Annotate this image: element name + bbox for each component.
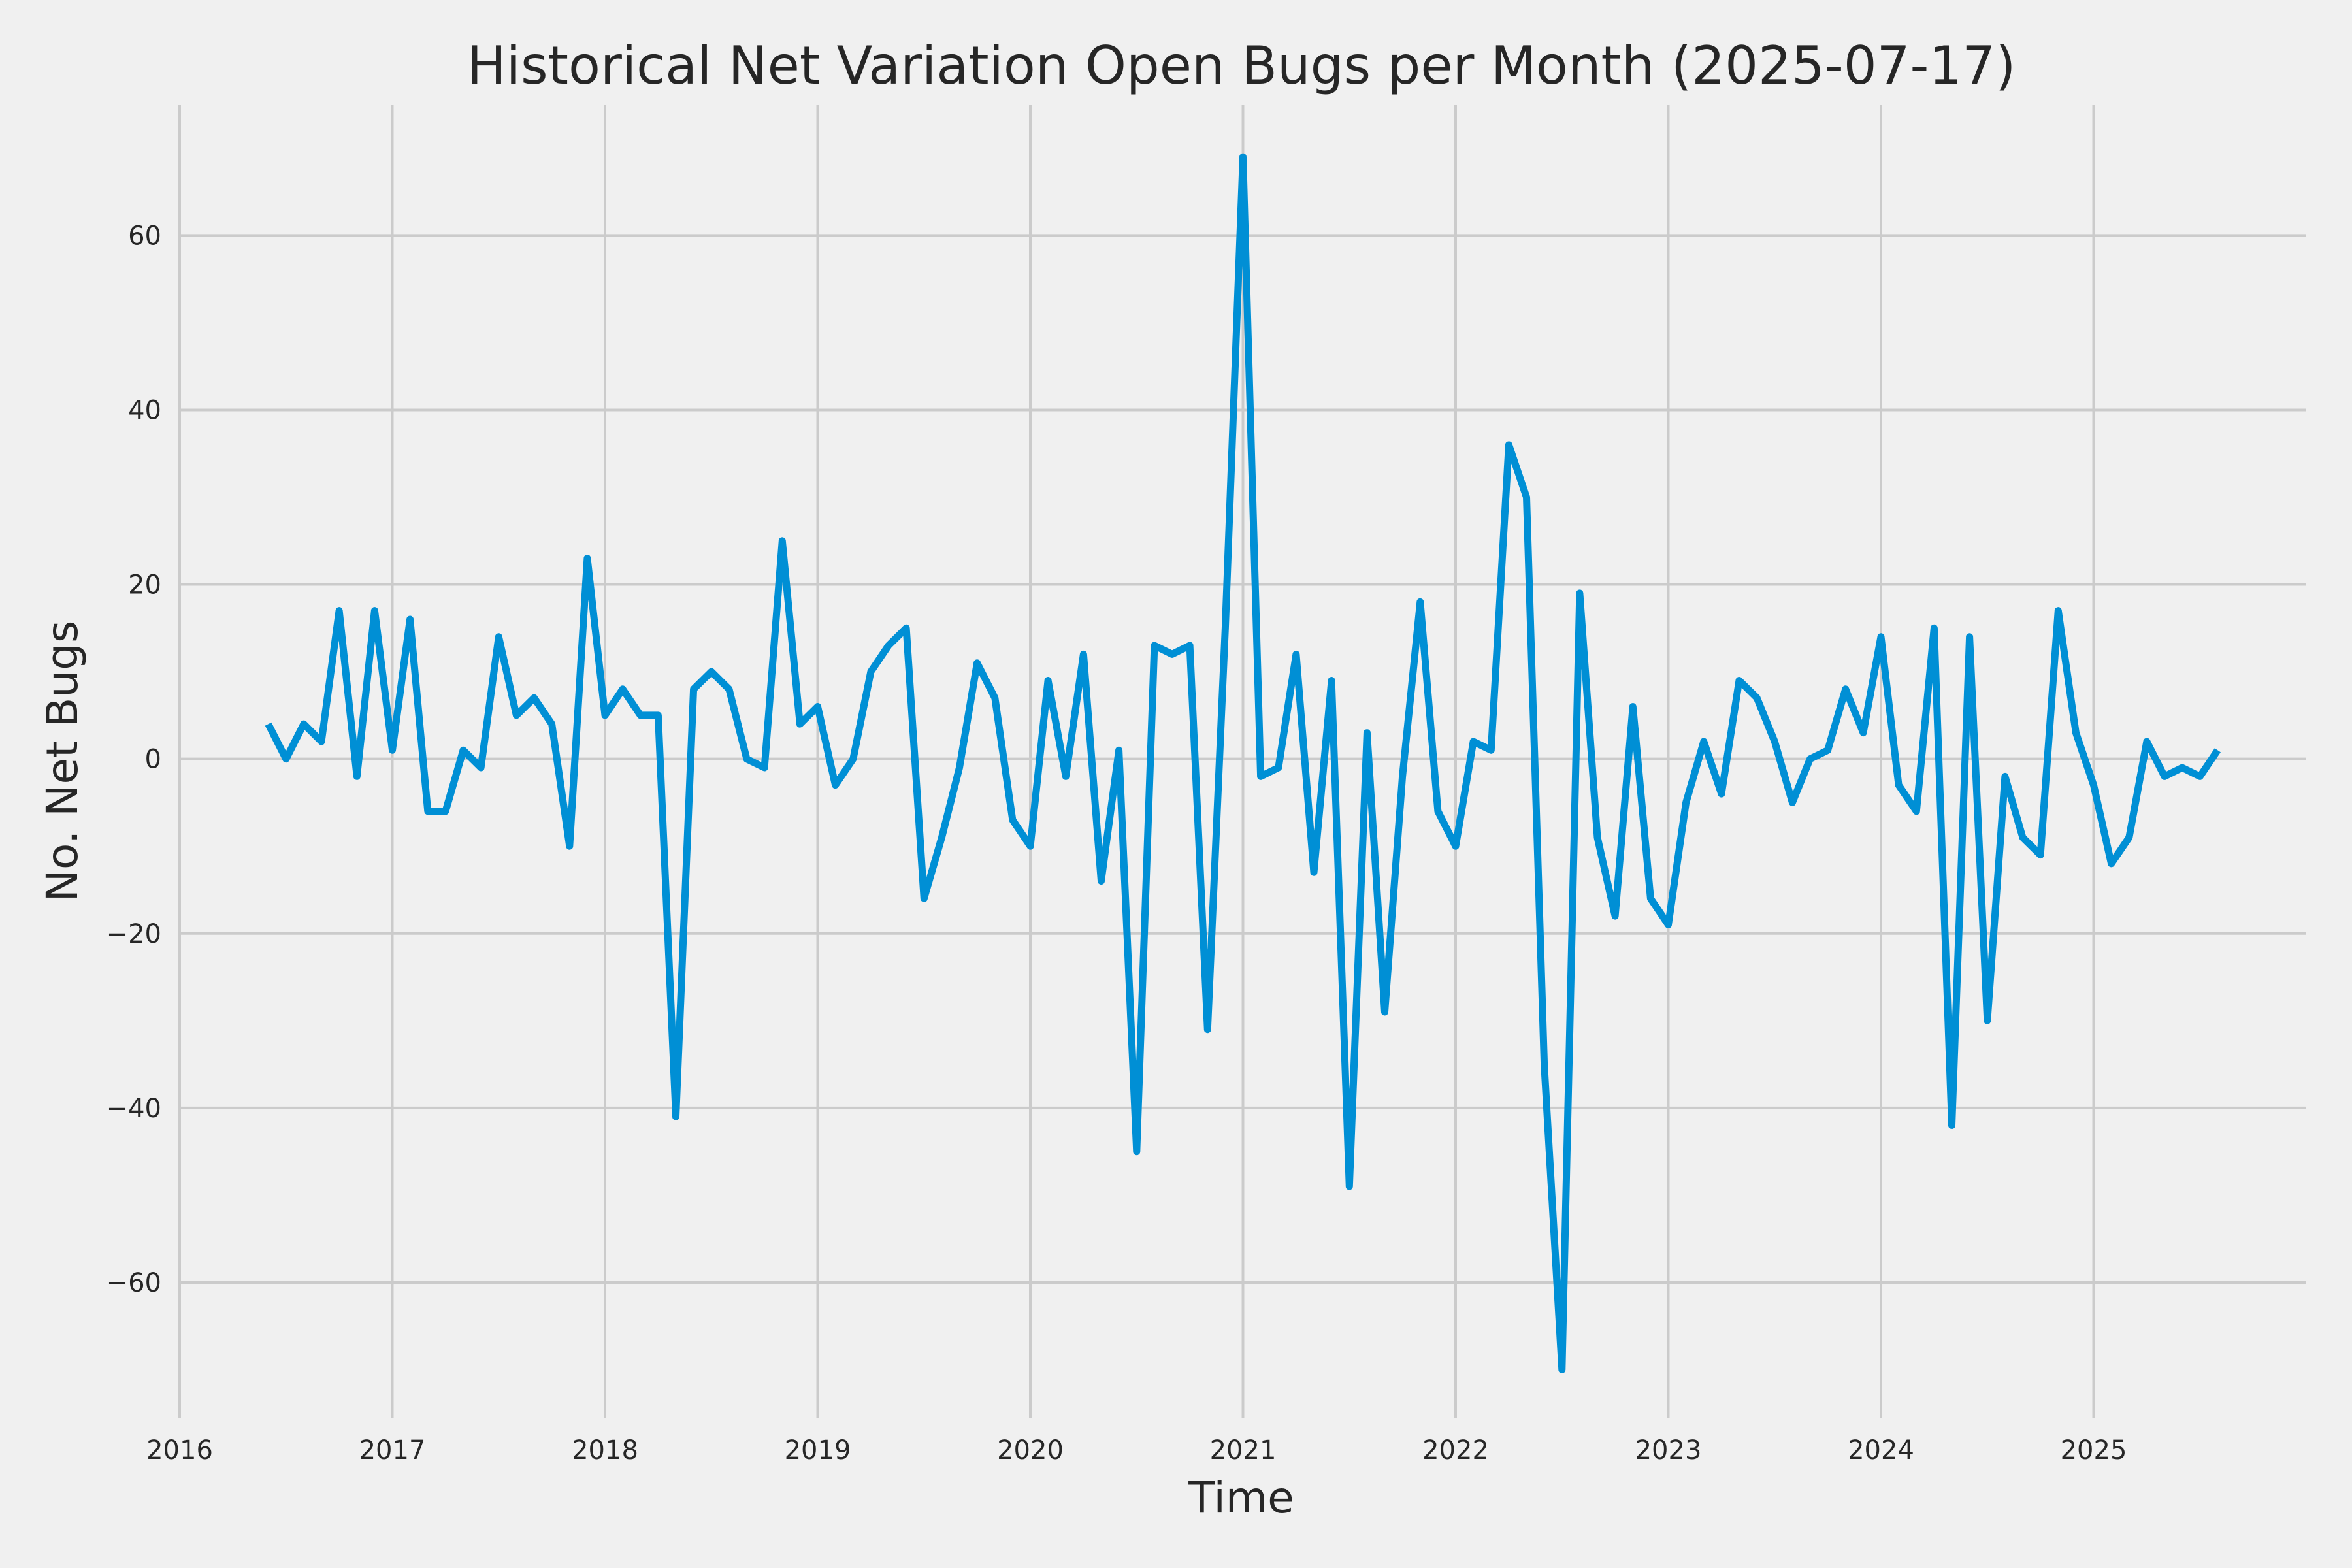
tick-labels: 2016 2017 2018 2019 2020 2021 2022 2023 2024 2025… <box>106 221 2127 1465</box>
y-tick-label: 40 <box>128 395 161 425</box>
x-axis-label: Time <box>1188 1473 1294 1523</box>
y-tick-label: 20 <box>128 570 161 600</box>
x-tick-label: 2025 <box>2061 1435 2127 1465</box>
y-tick-label: −20 <box>106 919 161 949</box>
x-tick-label: 2017 <box>359 1435 426 1465</box>
y-axis-label: No. Net Bugs <box>37 621 88 902</box>
x-tick-label: 2018 <box>572 1435 638 1465</box>
x-tick-label: 2024 <box>1848 1435 1914 1465</box>
y-tick-label: −60 <box>106 1268 161 1298</box>
x-tick-label: 2021 <box>1210 1435 1277 1465</box>
plot-area <box>265 153 2221 1373</box>
x-tick-label: 2016 <box>146 1435 213 1465</box>
y-tick-label: 60 <box>128 221 161 251</box>
x-tick-label: 2023 <box>1635 1435 1702 1465</box>
grid <box>178 105 2306 1418</box>
y-tick-label: 0 <box>145 745 161 775</box>
chart-title: Historical Net Variation Open Bugs per M… <box>467 35 2016 96</box>
series-line <box>265 153 2221 1373</box>
y-tick-label: −40 <box>106 1094 161 1124</box>
x-tick-label: 2019 <box>785 1435 851 1465</box>
x-tick-label: 2022 <box>1422 1435 1489 1465</box>
x-tick-label: 2020 <box>997 1435 1064 1465</box>
